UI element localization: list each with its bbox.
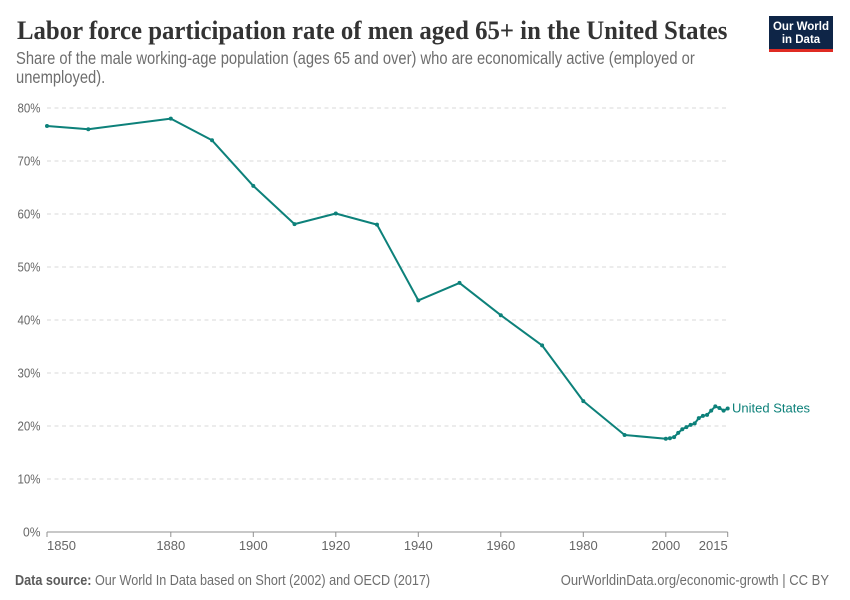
svg-text:50%: 50% <box>18 260 41 275</box>
svg-text:1980: 1980 <box>569 538 598 553</box>
svg-text:2000: 2000 <box>651 538 680 553</box>
svg-text:40%: 40% <box>18 313 41 328</box>
svg-text:1920: 1920 <box>321 538 350 553</box>
svg-text:1900: 1900 <box>239 538 268 553</box>
svg-text:70%: 70% <box>18 154 41 169</box>
svg-text:20%: 20% <box>18 419 41 434</box>
svg-text:1960: 1960 <box>486 538 515 553</box>
svg-text:1880: 1880 <box>156 538 185 553</box>
svg-text:30%: 30% <box>18 366 41 381</box>
svg-text:10%: 10% <box>18 472 41 487</box>
svg-text:0%: 0% <box>23 525 41 540</box>
svg-text:80%: 80% <box>18 101 41 116</box>
svg-text:United States: United States <box>732 401 811 416</box>
svg-text:60%: 60% <box>18 207 41 222</box>
svg-text:1850: 1850 <box>47 538 76 553</box>
svg-text:1940: 1940 <box>404 538 433 553</box>
svg-text:2015: 2015 <box>699 538 728 553</box>
